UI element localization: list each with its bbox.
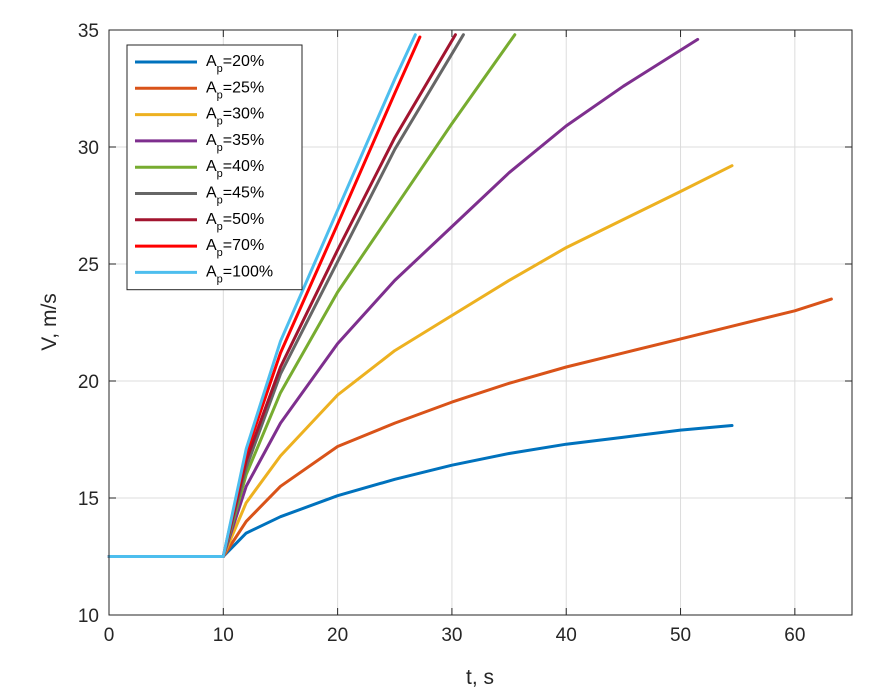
legend-label: Ap=70% [206,237,264,259]
x-tick-label: 60 [784,625,805,646]
legend-item: Ap=35% [135,132,264,154]
legend-label: Ap=35% [206,132,264,154]
legend-label: Ap=30% [206,106,264,128]
legend-label: Ap=25% [206,79,264,101]
y-tick-label: 35 [78,21,99,42]
legend-item: Ap=70% [135,237,264,259]
legend: Ap=20% Ap=25% Ap=30% Ap=35% Ap=40% Ap=45% Ap=5… [126,44,303,291]
series-line-ap-30- [107,164,734,558]
x-tick-label: 50 [670,625,691,646]
legend-item: Ap=20% [135,53,264,75]
legend-item: Ap=100% [135,263,273,285]
plot-frame [108,29,853,616]
legend-item: Ap=40% [135,158,264,180]
legend-label: Ap=20% [206,53,264,75]
series-lines [107,33,833,558]
x-axis-label: t, s [466,666,494,689]
x-tick-label: 30 [441,625,462,646]
legend-label: Ap=45% [206,185,264,207]
legend-item: Ap=50% [135,211,264,233]
x-tick-label: 0 [104,625,115,646]
legend-item: Ap=30% [135,106,264,128]
legend-label: Ap=40% [206,158,264,180]
y-tick-label: 25 [78,255,99,276]
series-line-ap-25- [107,297,833,558]
legend-label: Ap=100% [206,263,273,285]
y-axis-label: V, m/s [38,293,61,351]
series-line-ap-20- [107,424,734,558]
x-tick-label: 40 [556,625,577,646]
y-tick-label: 15 [78,489,99,510]
y-tick-label: 10 [78,606,99,627]
series-line-ap-100- [107,33,417,558]
legend-label: Ap=50% [206,211,264,233]
x-tick-label: 10 [213,625,234,646]
legend-item: Ap=25% [135,79,264,101]
y-tick-label: 20 [78,372,99,393]
y-tick-label: 30 [78,138,99,159]
x-tick-label: 20 [327,625,348,646]
series-line-ap-35- [107,37,700,558]
legend-item: Ap=45% [135,185,264,207]
